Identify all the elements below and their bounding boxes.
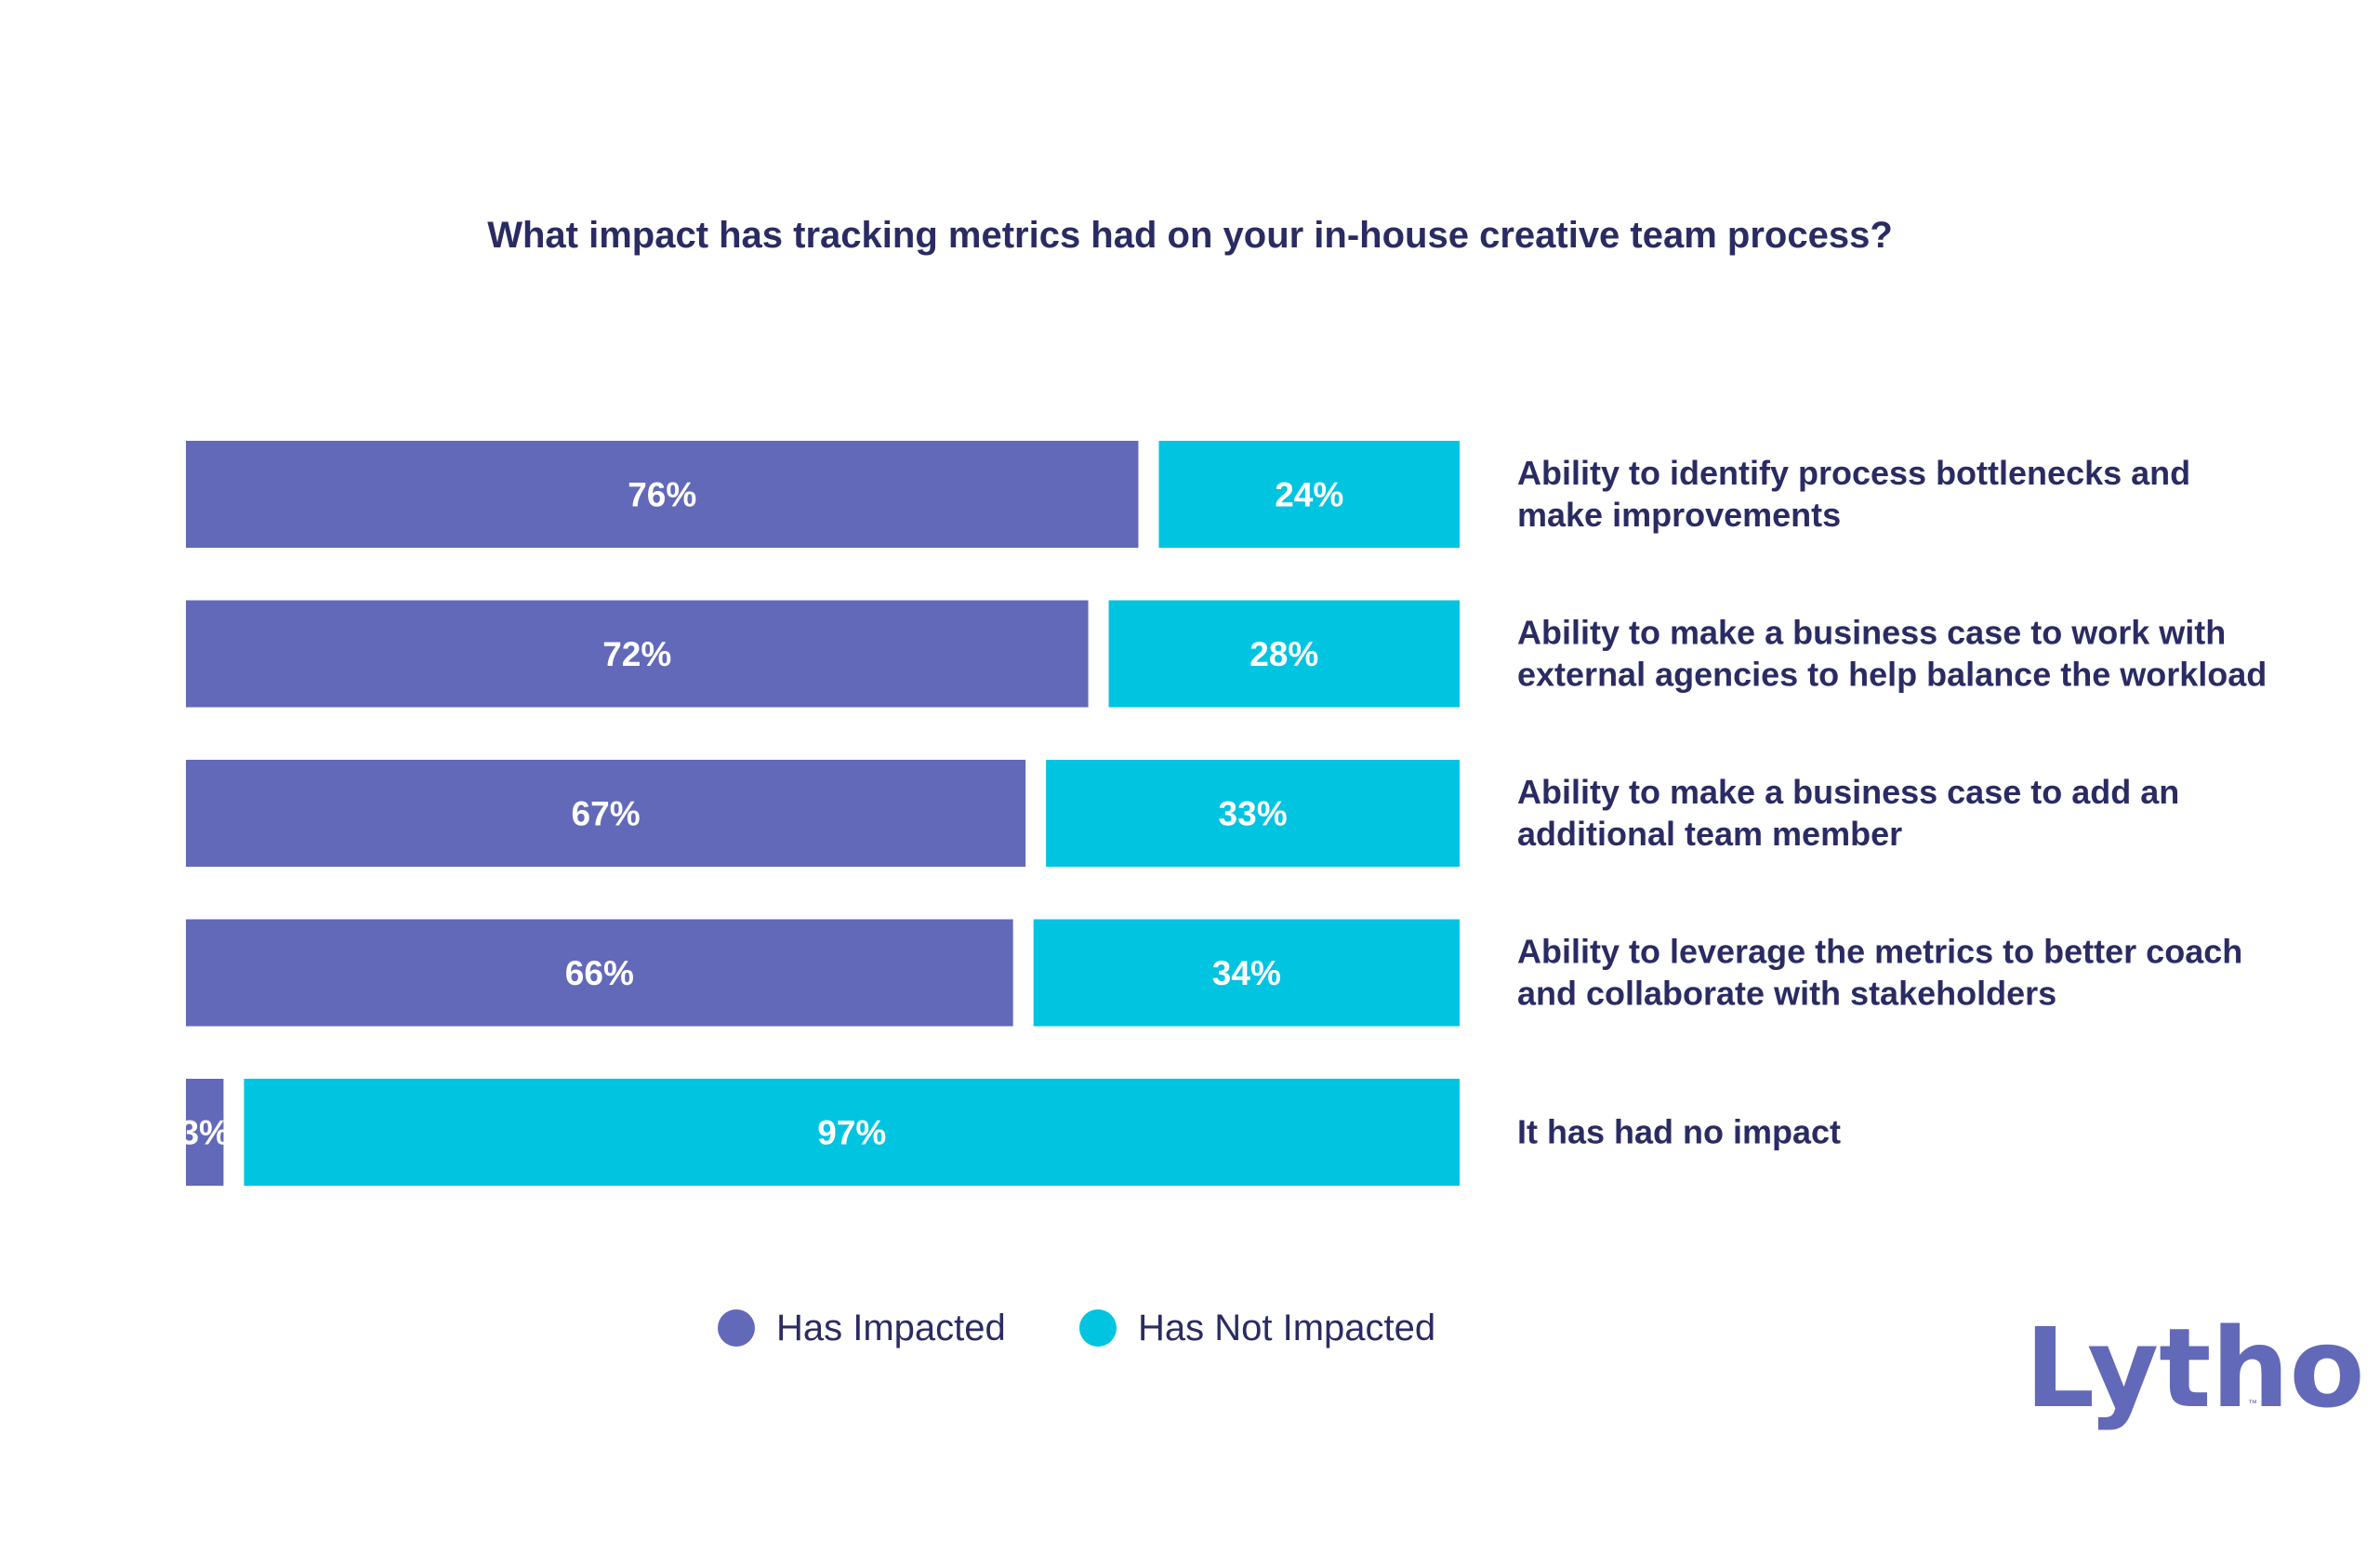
bar-has-impacted <box>186 1079 224 1186</box>
lytho-logo: Lytho ™ <box>2025 1304 2365 1432</box>
legend-item-has-impacted: Has Impacted <box>718 1308 1006 1348</box>
data-label-has-impacted: 67% <box>572 795 641 833</box>
data-label-has-not-impacted: 34% <box>1212 954 1281 992</box>
category-label-line: It has had no impact <box>1517 1113 1841 1151</box>
category-label: Ability to identify process bottlenecks … <box>1517 454 2190 534</box>
category-label: It has had no impact <box>1517 1113 1841 1151</box>
data-label-has-impacted: 72% <box>602 635 671 673</box>
legend-item-has-not-impacted: Has Not Impacted <box>1079 1308 1435 1348</box>
data-label-has-not-impacted: 97% <box>817 1114 886 1152</box>
category-label: Ability to leverage the metrics to bette… <box>1517 933 2242 1013</box>
data-label-has-impacted: 66% <box>565 954 634 992</box>
category-labels: Ability to identify process bottlenecks … <box>1517 454 2267 1151</box>
lytho-logo-text: Lytho <box>2025 1304 2365 1432</box>
bar-has-not-impacted <box>1108 600 1460 708</box>
bar-has-impacted <box>186 441 1139 548</box>
category-label-line: make improvements <box>1517 496 1841 534</box>
category-label: Ability to make a business case to add a… <box>1517 773 2179 853</box>
category-label-line: Ability to make a business case to work … <box>1517 614 2226 652</box>
category-label-line: and collaborate with stakeholders <box>1517 975 2056 1013</box>
bar-group: 76% 24% 72% 28% 67% 33% 66% 34% 3% 97% <box>179 441 1461 1186</box>
legend: Has Impacted Has Not Impacted <box>718 1308 1435 1348</box>
category-label-line: external agencies to help balance the wo… <box>1517 656 2267 694</box>
bar-has-impacted <box>186 600 1089 708</box>
bar-has-not-impacted <box>1046 760 1460 867</box>
legend-swatch-impacted <box>718 1309 755 1347</box>
bar-has-impacted <box>186 919 1013 1027</box>
data-label-has-impacted: 3% <box>179 1114 229 1152</box>
data-label-has-not-impacted: 33% <box>1219 795 1288 833</box>
bar-has-not-impacted <box>1033 919 1460 1027</box>
data-label-has-not-impacted: 24% <box>1275 476 1343 514</box>
legend-label-impacted: Has Impacted <box>776 1308 1006 1348</box>
data-label-has-impacted: 76% <box>628 476 696 514</box>
category-label-line: Ability to identify process bottlenecks … <box>1517 454 2190 492</box>
category-label-line: Ability to leverage the metrics to bette… <box>1517 933 2242 971</box>
bar-has-not-impacted <box>244 1079 1461 1186</box>
legend-swatch-not-impacted <box>1079 1309 1117 1347</box>
chart-title: What impact has tracking metrics had on … <box>487 215 1893 256</box>
data-label-has-not-impacted: 28% <box>1250 635 1318 673</box>
category-label: Ability to make a business case to work … <box>1517 614 2267 694</box>
lytho-logo-tm: ™ <box>2248 1399 2257 1409</box>
bar-has-impacted <box>186 760 1026 867</box>
category-label-line: additional team member <box>1517 815 1902 853</box>
category-label-line: Ability to make a business case to add a… <box>1517 773 2179 811</box>
bar-has-not-impacted <box>1158 441 1460 548</box>
legend-label-not-impacted: Has Not Impacted <box>1138 1308 1435 1348</box>
